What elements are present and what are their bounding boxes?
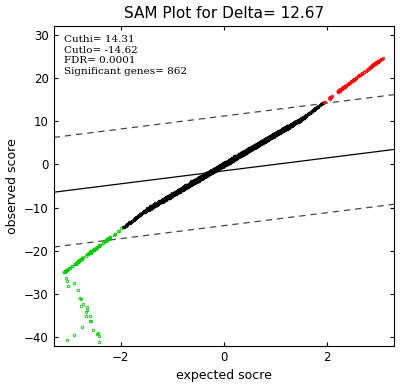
Text: Cuthi= 14.31
Cutlo= -14.62
FDR= 0.0001
Significant genes= 862: Cuthi= 14.31 Cutlo= -14.62 FDR= 0.0001 S… (64, 35, 187, 76)
Y-axis label: observed score: observed score (6, 138, 18, 234)
Title: SAM Plot for Delta= 12.67: SAM Plot for Delta= 12.67 (124, 5, 324, 21)
X-axis label: expected socre: expected socre (176, 369, 272, 383)
